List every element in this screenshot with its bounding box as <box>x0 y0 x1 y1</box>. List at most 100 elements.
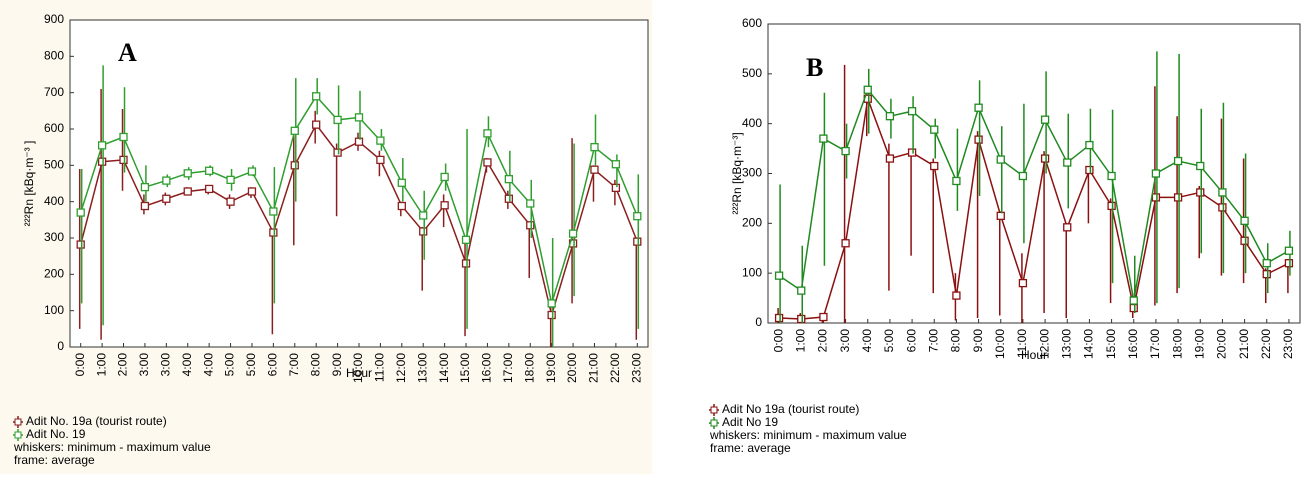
average-frame <box>333 115 342 125</box>
average-frame <box>1085 165 1094 175</box>
panel-label: A <box>118 38 137 67</box>
y-tick-label: 600 <box>742 16 762 30</box>
average-frame <box>1284 246 1294 255</box>
average-frame <box>996 155 1005 164</box>
average-frame <box>204 166 214 175</box>
average-frame <box>504 194 514 203</box>
average-frame <box>1018 278 1028 288</box>
x-tick-label: 12:00 <box>1037 329 1051 359</box>
average-frame <box>226 197 235 206</box>
average-frame <box>140 201 150 211</box>
average-frame <box>504 174 514 184</box>
average-frame <box>119 155 128 165</box>
average-frame <box>1240 236 1249 245</box>
average-frame <box>312 92 321 101</box>
average-frame <box>354 137 364 146</box>
x-tick-label: 5:00 <box>882 329 896 353</box>
panel-label: B <box>806 53 823 82</box>
average-frame <box>1262 270 1271 279</box>
y-axis-label: ²²²Rn [kBq·m⁻³] <box>730 132 744 214</box>
average-frame <box>930 161 939 171</box>
average-frame <box>885 112 895 121</box>
x-tick-label: 19:00 <box>1192 329 1206 359</box>
average-frame <box>247 167 257 176</box>
average-frame <box>841 146 850 156</box>
average-frame <box>1173 156 1183 166</box>
x-tick-label: 22:00 <box>1259 329 1273 359</box>
average-frame <box>97 141 107 150</box>
average-frame <box>1040 154 1050 163</box>
x-tick-label: 3:00 <box>838 329 852 353</box>
x-tick-label: 3:00 <box>159 353 173 377</box>
average-frame <box>376 155 385 165</box>
x-tick-label: 2:00 <box>816 329 830 353</box>
average-frame <box>841 239 850 248</box>
average-frame <box>952 176 961 186</box>
average-frame <box>797 314 806 324</box>
x-tick-label: 0:00 <box>771 329 785 353</box>
series-line <box>778 88 1290 301</box>
x-tick-label: 5:00 <box>223 353 237 377</box>
x-tick-label: 17:00 <box>501 353 515 383</box>
x-tick-label: 14:00 <box>1082 329 1096 359</box>
average-frame <box>590 143 599 152</box>
average-frame <box>376 136 385 145</box>
y-tick-label: 600 <box>44 121 64 135</box>
legend-label: Adit No 19 <box>722 415 778 429</box>
x-tick-label: 10:00 <box>993 329 1007 359</box>
average-frame <box>1063 223 1072 232</box>
y-tick-label: 100 <box>44 303 64 317</box>
average-frame <box>568 229 578 238</box>
average-frame <box>1218 188 1227 197</box>
plot-area <box>767 23 1301 324</box>
average-frame <box>76 208 85 217</box>
average-frame <box>1151 169 1161 178</box>
average-frame <box>611 183 621 193</box>
average-frame <box>119 132 128 142</box>
x-tick-label: 4:00 <box>201 353 215 377</box>
x-tick-label: 3:00 <box>137 353 151 377</box>
y-tick-label: 200 <box>44 267 64 281</box>
x-tick-label: 18:00 <box>1170 329 1184 359</box>
legend-note: whiskers: minimum - maximum value <box>13 440 211 454</box>
average-frame <box>140 182 150 192</box>
average-frame <box>907 107 917 116</box>
average-frame <box>611 160 621 169</box>
x-tick-label: 14:00 <box>437 353 451 383</box>
x-tick-label: 4:00 <box>180 353 194 377</box>
average-frame <box>183 187 192 196</box>
average-frame <box>269 207 278 216</box>
average-frame <box>226 175 235 185</box>
average-frame <box>97 157 107 166</box>
y-tick-label: 500 <box>44 158 64 172</box>
x-tick-label: 11:00 <box>1015 329 1029 358</box>
legend-frame <box>14 431 22 439</box>
x-tick-label: 11:00 <box>373 353 387 382</box>
average-frame <box>354 113 364 122</box>
y-tick-label: 500 <box>742 66 762 80</box>
average-frame <box>952 291 961 300</box>
average-frame <box>461 235 471 244</box>
x-tick-label: 6:00 <box>266 353 280 377</box>
y-tick-label: 400 <box>44 194 64 208</box>
average-frame <box>797 286 806 295</box>
x-tick-label: 1:00 <box>793 329 807 353</box>
average-frame <box>483 129 492 138</box>
legend-frame <box>710 406 718 414</box>
y-tick-label: 0 <box>755 315 762 329</box>
average-frame <box>1040 115 1050 124</box>
average-frame <box>526 199 535 208</box>
average-frame <box>1018 171 1028 181</box>
average-frame <box>774 271 784 280</box>
y-tick-label: 300 <box>742 166 762 180</box>
legend-note: whiskers: minimum - maximum value <box>709 428 907 442</box>
average-frame <box>440 201 449 210</box>
x-tick-label: 15:00 <box>1104 329 1118 359</box>
average-frame <box>269 228 278 237</box>
x-tick-label: 7:00 <box>287 353 301 377</box>
x-tick-label: 23:00 <box>1281 329 1295 359</box>
x-axis-label: Hour <box>346 366 372 380</box>
x-tick-label: 1:00 <box>94 353 108 377</box>
x-axis-label: Hour <box>1021 348 1047 362</box>
